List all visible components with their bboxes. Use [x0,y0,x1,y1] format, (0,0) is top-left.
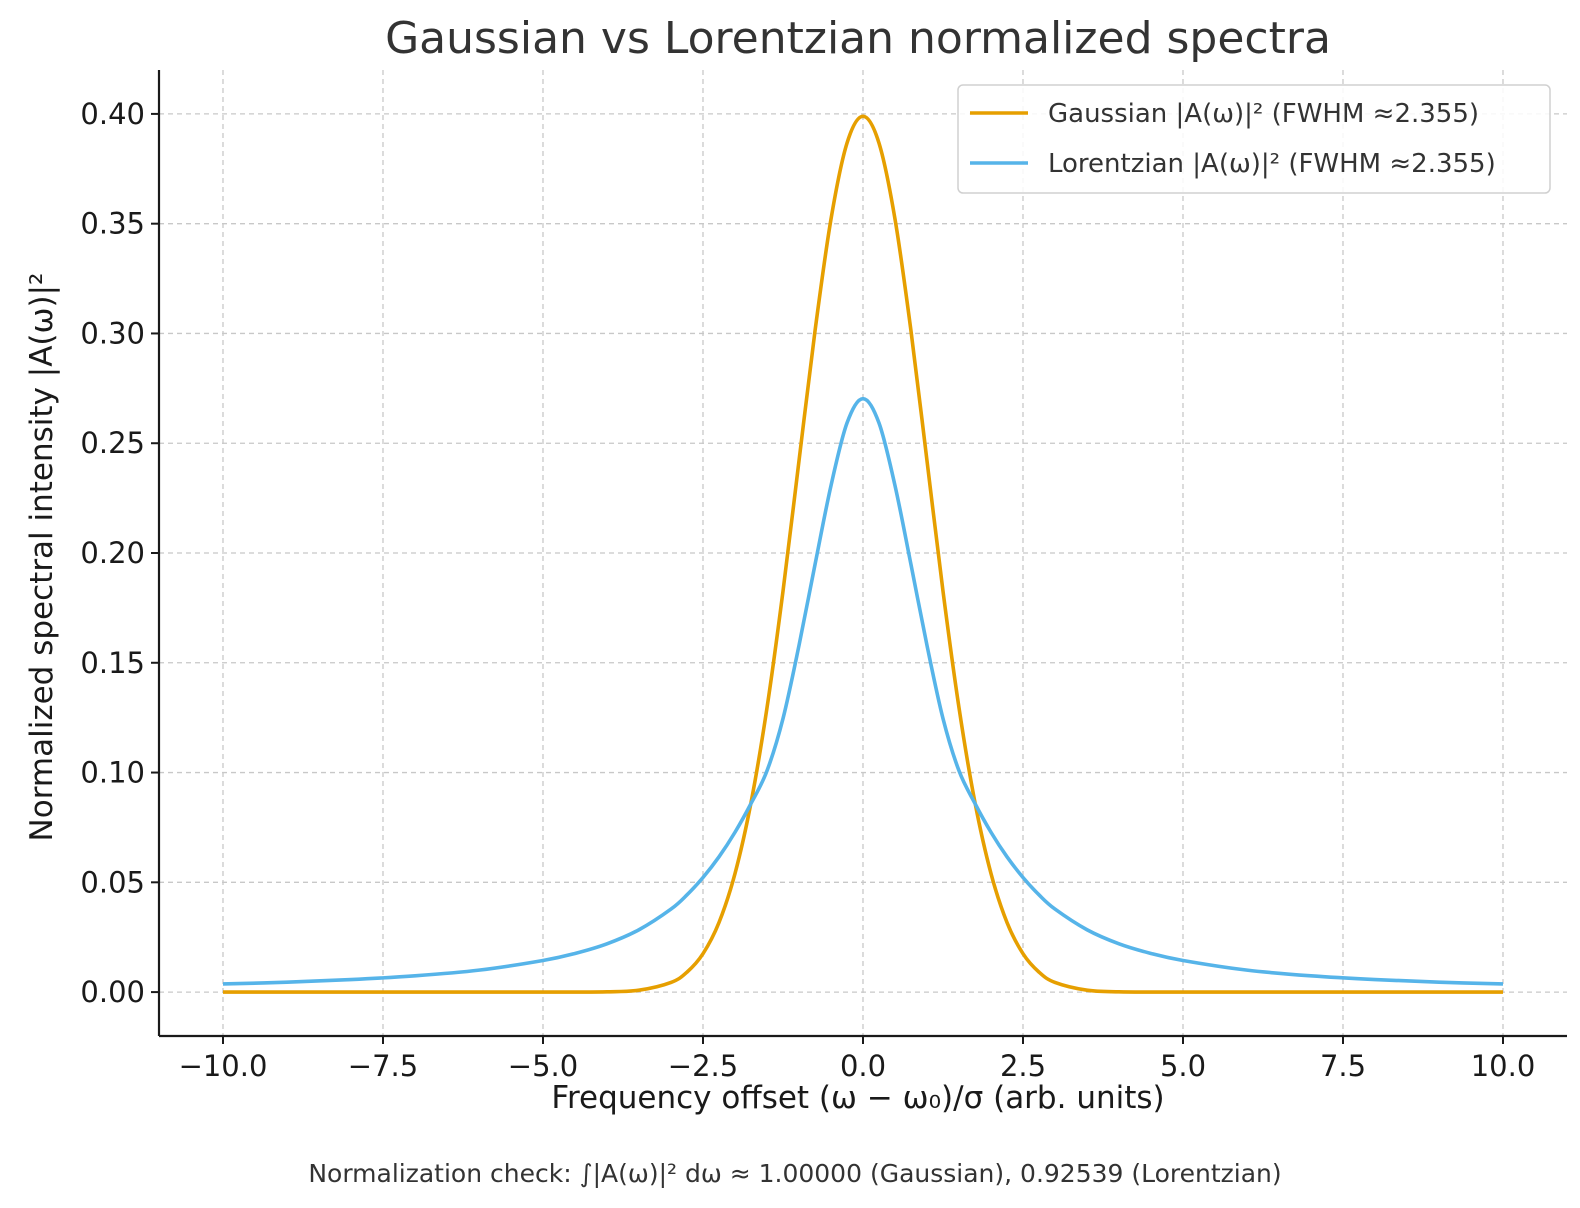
series-layer [222,114,1504,994]
tick-labels: −10.0 −7.5 −5.0 −2.5 0.0 2.5 5.0 7.5 10.0 0.00 0.0… [80,97,1535,1083]
x-tick-label: 7.5 [1320,1049,1366,1083]
legend-box [957,84,1551,194]
legend-label-gaussian: Gaussian |A(ω)|² (FWHM ≈2.355) [1048,99,1479,129]
y-tick-label: 0.15 [80,646,145,680]
y-tick-label: 0.25 [80,426,145,460]
x-tick-label: 10.0 [1471,1049,1536,1083]
x-tick-label: 2.5 [1000,1049,1046,1083]
x-tick-label: −10.0 [179,1049,268,1083]
normalization-footnote: Normalization check: ∫|A(ω)|² dω ≈ 1.000… [308,1159,1281,1188]
y-tick-label: 0.35 [80,207,145,241]
x-axis-label: Frequency offset (ω − ω₀)/σ (arb. units) [551,1080,1164,1116]
x-tick-label: −2.5 [668,1049,738,1083]
chart-title: Gaussian vs Lorentzian normalized spectr… [385,13,1331,64]
y-tick-label: 0.05 [80,865,145,899]
y-tick-label: 0.40 [80,97,145,131]
lorentzian-series-line [222,396,1504,986]
y-tick-label: 0.30 [80,316,145,350]
legend: Gaussian |A(ω)|² (FWHM ≈2.355) Lorentzia… [957,84,1551,194]
legend-label-lorentzian: Lorentzian |A(ω)|² (FWHM ≈2.355) [1048,149,1496,179]
y-tick-label: 0.20 [80,536,145,570]
x-tick-label: 5.0 [1160,1049,1206,1083]
y-tick-label: 0.00 [80,975,145,1009]
y-tick-label: 0.10 [80,756,145,790]
axes [151,70,1567,1044]
x-tick-label: −7.5 [348,1049,418,1083]
grid-lines [159,70,1567,1036]
y-axis-label: Normalized spectral intensity |A(ω)|² [24,273,60,842]
gaussian-series-line [222,114,1503,994]
x-tick-label: 0.0 [840,1049,886,1083]
x-tick-label: −5.0 [508,1049,578,1083]
